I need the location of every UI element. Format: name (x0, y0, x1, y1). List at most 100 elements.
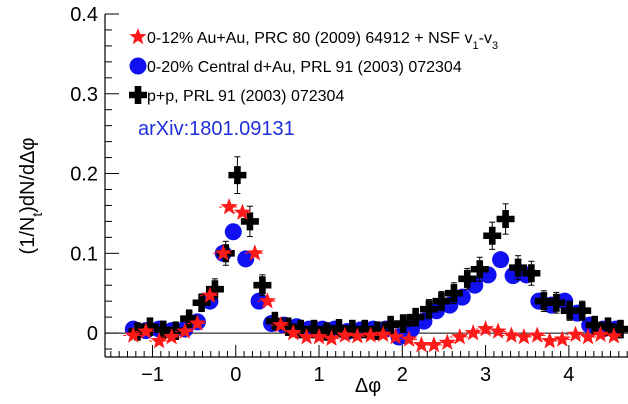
auau-point (438, 333, 456, 350)
pp-point (419, 300, 438, 319)
legend-auau-sub1: 1 (473, 40, 479, 52)
y-tick-label: 0.3 (70, 84, 98, 106)
y-axis-label-suffix: )dN/dΔφ (17, 138, 39, 213)
auau-point (188, 314, 206, 331)
pp-point (279, 317, 298, 336)
auau-point (387, 328, 405, 345)
auau-point (566, 325, 585, 342)
auau-point (553, 330, 571, 347)
pp-point (343, 320, 362, 339)
auau-point (362, 326, 380, 343)
x-axis-label: Δφ (355, 375, 381, 397)
data-series (123, 156, 628, 353)
pp-point (547, 293, 566, 312)
y-tick-label: 0 (87, 323, 98, 345)
legend-marker-auau (129, 28, 147, 45)
auau-point (137, 322, 155, 339)
pp-point (317, 322, 336, 341)
pp-point (432, 292, 451, 311)
auau-point (515, 328, 533, 345)
pp-point (483, 226, 502, 245)
pp-point (470, 260, 489, 279)
axis-labels: 0 0.1 0.2 0.3 0.4 −1 0 1 2 3 4 (70, 4, 574, 386)
pp-point (496, 210, 515, 229)
pp-point (154, 320, 173, 339)
series-auau (123, 198, 624, 353)
auau-point (541, 332, 559, 349)
y-axis-label: (1/Nt)dN/dΔφ (17, 138, 45, 255)
pp-point (509, 258, 528, 277)
auau-point (233, 203, 251, 220)
auau-point (322, 329, 341, 346)
pp-point (611, 320, 628, 339)
legend-auau-main: 0-12% Au+Au, PRC 80 (2009) 64912 + NSF v (147, 30, 473, 47)
legend: 0-12% Au+Au, PRC 80 (2009) 64912 + NSF v… (129, 28, 498, 105)
pp-point (522, 264, 541, 283)
legend-entry-auau: 0-12% Au+Au, PRC 80 (2009) 64912 + NSF v… (147, 30, 498, 52)
auau-point (412, 336, 431, 353)
pp-point (534, 292, 553, 311)
pp-point (394, 314, 413, 333)
auau-point (400, 330, 418, 347)
pp-point (205, 280, 224, 299)
pp-point (180, 309, 199, 328)
x-tick-label: 0 (230, 364, 241, 386)
auau-point (502, 326, 520, 343)
auau-point (348, 327, 366, 344)
pp-point (406, 308, 425, 327)
auau-point (284, 324, 302, 341)
pp-point (166, 321, 185, 340)
auau-point (477, 320, 495, 337)
auau-point (336, 326, 354, 343)
pp-point (265, 312, 284, 331)
auau-point (246, 244, 264, 261)
auau-point (124, 326, 142, 343)
pp-point (458, 269, 477, 288)
pp-point (240, 212, 259, 231)
auau-point (489, 322, 507, 339)
pp-point (355, 320, 374, 339)
auau-point (214, 244, 232, 261)
auau-point (220, 198, 238, 215)
x-tick-label: 1 (313, 364, 324, 386)
pp-point (228, 166, 247, 185)
auau-point (310, 328, 328, 345)
dau-point (224, 223, 242, 241)
auau-point (258, 292, 276, 309)
pp-point (599, 317, 618, 336)
pp-point (444, 284, 463, 303)
pp-point (381, 316, 400, 335)
pp-point (291, 320, 310, 339)
arxiv-annotation: arXiv:1801.09131 (138, 118, 295, 140)
dau-point (237, 250, 255, 268)
auau-point (163, 328, 181, 345)
auau-point (176, 322, 194, 339)
y-tick-label: 0.4 (70, 4, 98, 26)
auau-point (297, 328, 316, 345)
y-tick-label: 0.2 (70, 164, 98, 186)
auau-point (579, 328, 597, 345)
legend-marker-pp (129, 86, 147, 104)
legend-entry-dau: 0-20% Central d+Au, PRL 91 (2003) 072304 (147, 59, 462, 76)
auau-point (425, 336, 443, 353)
pp-point (305, 320, 324, 339)
pp-point (140, 317, 159, 336)
pp-point (573, 301, 592, 320)
y-axis-label-prefix: (1/N (17, 217, 39, 255)
auau-point (150, 332, 168, 349)
pp-point (368, 321, 387, 340)
axis-ticks (105, 13, 628, 357)
legend-markers (129, 28, 147, 104)
auau-point (374, 325, 392, 342)
y-tick-label: 0.1 (70, 243, 98, 265)
auau-point (451, 328, 469, 345)
pp-point (330, 319, 349, 338)
pp-point (585, 316, 604, 335)
pp-point (253, 276, 272, 295)
auau-point (272, 316, 290, 333)
legend-marker-dau (129, 57, 147, 75)
x-tick-label: 2 (397, 364, 408, 386)
x-tick-label: 3 (480, 364, 491, 386)
auau-point (201, 286, 219, 303)
